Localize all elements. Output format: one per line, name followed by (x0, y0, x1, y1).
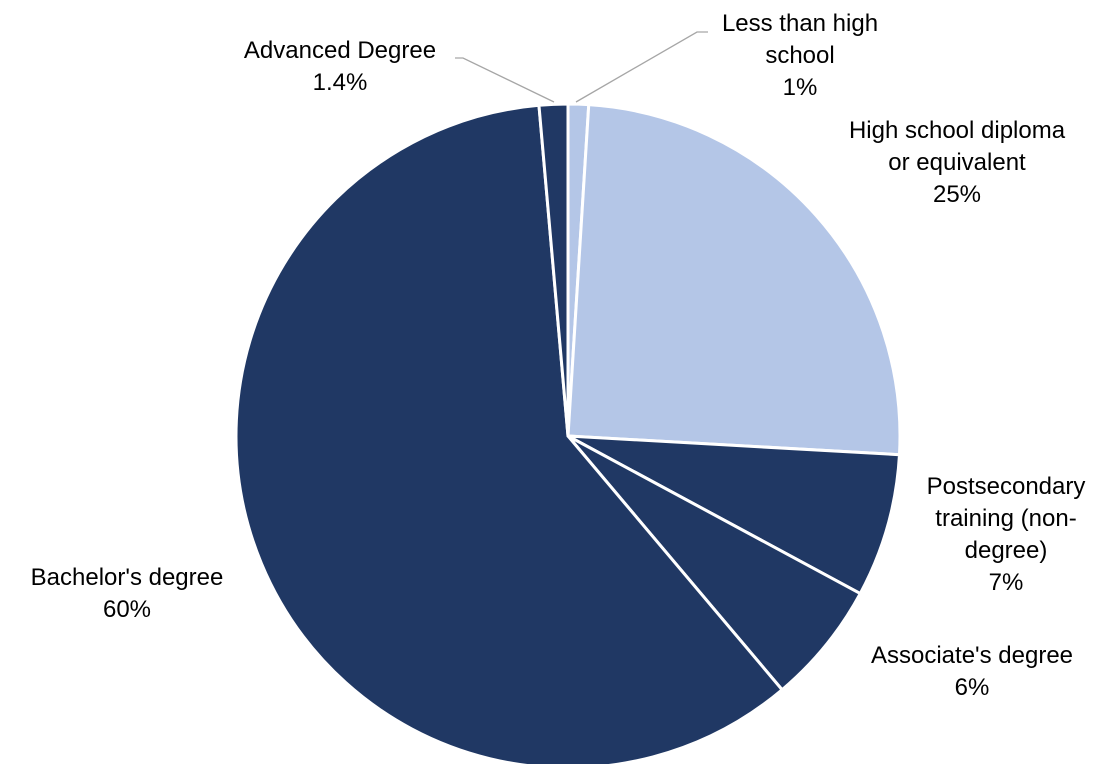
pie-slice-high-school-diploma-or-equivalent (566, 103, 902, 457)
leader-line-advanced-degree (455, 57, 555, 103)
slice-category-label: degree) (965, 537, 1048, 564)
slice-value-label: 1.4% (313, 69, 368, 96)
slice-category-label: Postsecondary (927, 473, 1086, 500)
slice-label-postsecondary-training-non-degree: Postsecondary training (non-degree) 7% (927, 473, 1086, 596)
slice-labels: Less than high school 1% High school diplom… (31, 10, 1086, 701)
slice-value-label: 60% (103, 596, 151, 623)
slice-label-associate-s-degree: Associate's degree 6% (871, 642, 1073, 701)
slice-category-label: Less than high (722, 10, 878, 37)
slice-category-label: High school diploma (849, 117, 1066, 144)
leader-line-less-than-high-school (575, 31, 708, 103)
slice-category-label: Bachelor's degree (31, 564, 224, 591)
pie-slice-associate-s-degree (566, 434, 862, 692)
slice-label-bachelor-s-degree: Bachelor's degree 60% (31, 564, 224, 623)
pie-slices (234, 102, 902, 764)
pie-slice-bachelor-s-degree (234, 103, 784, 764)
label-leader-lines (455, 31, 708, 103)
slice-category-label: Advanced Degree (244, 37, 436, 64)
slice-label-high-school-diploma-or-equivalent: High school diploma or equivalent 25% (849, 117, 1066, 208)
slice-label-advanced-degree: Advanced Degree 1.4% (244, 37, 436, 96)
slice-category-label: Associate's degree (871, 642, 1073, 669)
slice-category-label: school (765, 42, 834, 69)
slice-category-label: or equivalent (888, 149, 1026, 176)
slice-value-label: 7% (989, 569, 1024, 596)
slice-value-label: 1% (783, 74, 818, 101)
pie-slice-postsecondary-training-non-degree (566, 434, 901, 596)
slice-value-label: 25% (933, 181, 981, 208)
slice-value-label: 6% (955, 674, 990, 701)
slice-category-label: training (non- (935, 505, 1076, 532)
pie-slice-advanced-degree (537, 102, 570, 438)
slice-label-less-than-high-school: Less than high school 1% (722, 10, 878, 101)
